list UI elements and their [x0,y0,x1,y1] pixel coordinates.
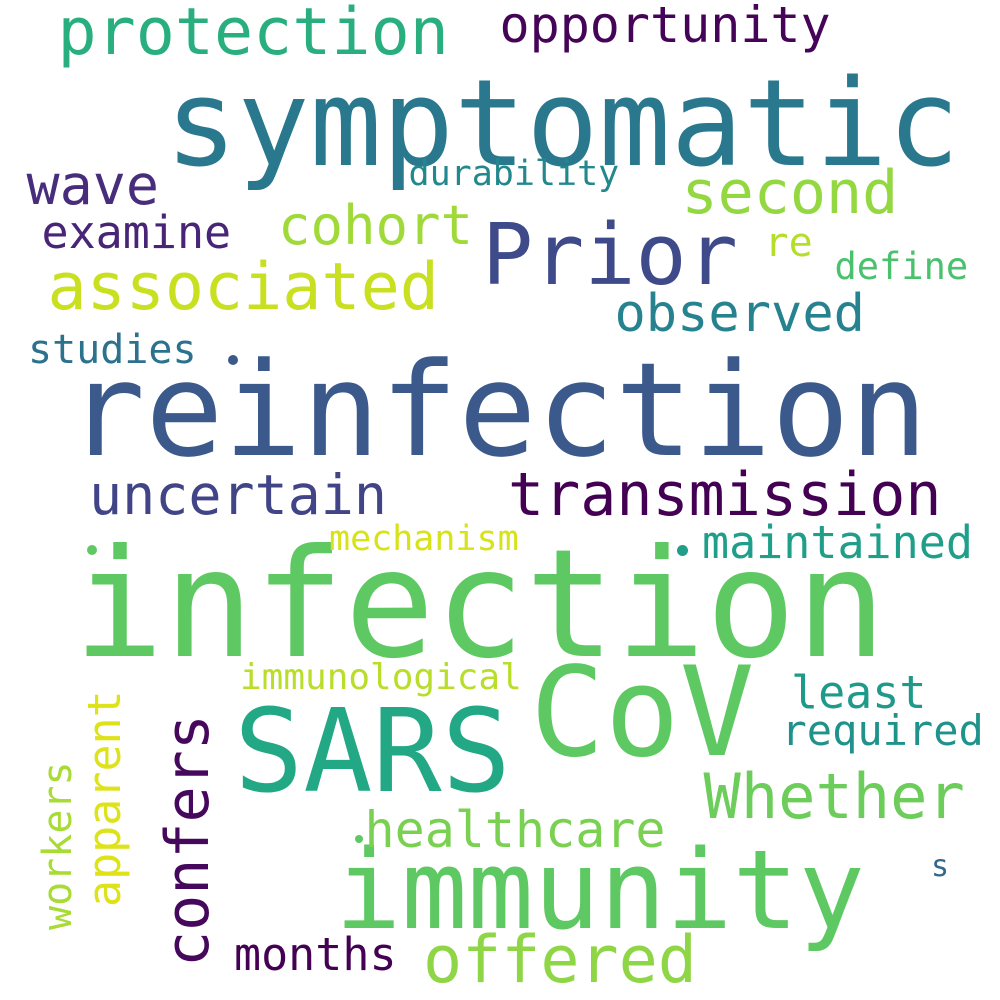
word-opportunity: opportunity [499,0,831,54]
word-reinfection: reinfection [67,334,928,486]
word-months: months [234,928,397,981]
period-dot [87,545,97,555]
word-protection: protection [57,0,449,70]
period-dot [228,355,238,365]
word-infection: infection [73,518,887,692]
word-cohort: cohort [278,193,474,257]
word-healthcare: healthcare [364,801,666,859]
word-define: define [834,245,969,288]
word-required: required [781,706,984,755]
period-dot [355,835,363,843]
word-sars: SARS [234,685,511,819]
word-workers: workers [35,760,81,930]
word-s: s [931,849,950,884]
word-immunity: immunity [335,826,865,954]
word-maintained: maintained [702,516,973,569]
word-least: least [791,666,927,719]
word-whether: Whether [703,760,965,833]
word-mechanism: mechanism [329,519,519,559]
word-associated: associated [47,250,439,325]
word-immunological: immunological [240,657,522,698]
word-observed: observed [614,284,865,344]
word-examine: examine [41,206,232,259]
word-wave: wave [26,153,159,217]
word-uncertain: uncertain [89,463,388,527]
word-re: re [764,220,813,266]
word-second: second [681,158,899,228]
word-cov: CoV [530,640,755,785]
word-symptomatic: symptomatic [165,55,960,194]
word-transmission: transmission [508,460,942,530]
word-studies: studies [28,327,197,373]
word-confers: confers [153,713,223,967]
word-apparent: apparent [78,689,131,907]
period-dot [677,545,688,556]
word-durability: durability [408,154,620,194]
word-offered: offered [423,923,697,998]
word-prior: Prior [482,206,738,305]
